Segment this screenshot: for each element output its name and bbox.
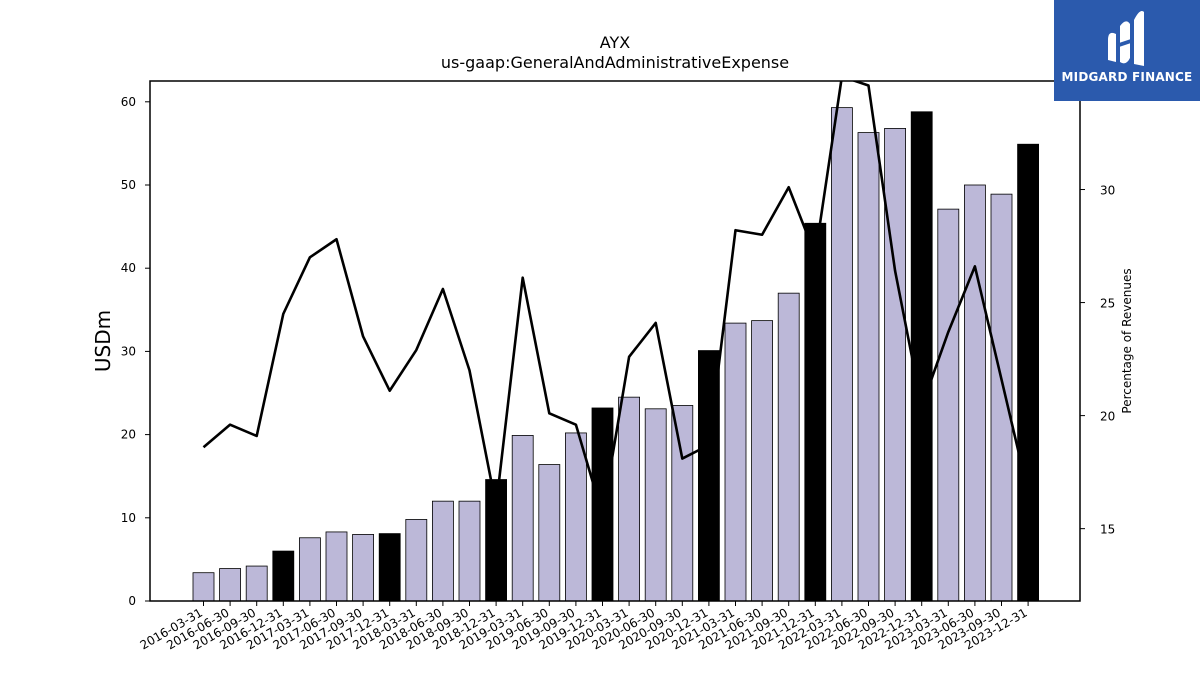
bar xyxy=(431,500,454,602)
bar xyxy=(405,519,428,602)
chart-title: AYX xyxy=(600,33,630,52)
y2-tick-label: 15 xyxy=(1100,523,1115,537)
bar xyxy=(272,550,295,602)
y-tick-label: 40 xyxy=(121,261,136,275)
bar xyxy=(831,107,853,602)
logo-text: MIDGARD FINANCE xyxy=(1061,70,1193,84)
bar xyxy=(884,128,906,602)
y-tick-label: 20 xyxy=(121,428,136,442)
y-axis: 0 10 20 30 40 50 60 xyxy=(121,95,150,608)
bar xyxy=(219,568,242,602)
y-tick-label: 30 xyxy=(121,344,136,358)
y-tick-label: 0 xyxy=(128,594,136,608)
y-tick-label: 50 xyxy=(121,178,136,192)
bar xyxy=(644,408,667,602)
bar xyxy=(565,432,587,602)
bar xyxy=(910,111,933,602)
bar xyxy=(990,193,1013,602)
bar xyxy=(538,464,561,602)
bar xyxy=(1017,143,1039,602)
bar xyxy=(591,407,614,602)
y2-axis: 15 20 25 30 xyxy=(1080,184,1115,537)
bar xyxy=(964,184,986,602)
plot-frame xyxy=(149,80,1081,602)
bar xyxy=(378,533,401,602)
bar xyxy=(458,500,481,602)
y-tick-label: 60 xyxy=(121,95,136,109)
bar xyxy=(751,320,773,602)
bar xyxy=(724,322,747,602)
bar xyxy=(245,565,268,602)
bar xyxy=(298,537,321,602)
y2-tick-label: 25 xyxy=(1100,297,1115,311)
bar xyxy=(325,531,348,602)
bar xyxy=(511,435,534,602)
bar xyxy=(937,208,960,602)
y-axis-label: USDm xyxy=(91,310,115,372)
chart-subtitle: us-gaap:GeneralAndAdministrativeExpense xyxy=(441,53,789,72)
y2-tick-label: 30 xyxy=(1100,184,1115,198)
line-group xyxy=(202,81,1030,517)
bar xyxy=(804,222,827,602)
bar xyxy=(671,405,694,602)
bars-group xyxy=(192,107,1039,602)
y2-tick-label: 20 xyxy=(1100,410,1115,424)
bar xyxy=(857,132,880,602)
logo-mark-icon xyxy=(1108,11,1144,66)
y2-axis-label: Percentage of Revenues xyxy=(1120,268,1134,413)
x-axis: 2016-03-312016-06-302016-09-302016-12-31… xyxy=(138,601,1030,652)
bar xyxy=(352,534,375,602)
bar xyxy=(618,396,640,602)
percentage-line xyxy=(202,81,1030,517)
brand-logo: MIDGARD FINANCE xyxy=(1054,0,1200,101)
bar xyxy=(777,292,800,602)
bar xyxy=(192,572,215,602)
y-tick-label: 10 xyxy=(121,511,136,525)
